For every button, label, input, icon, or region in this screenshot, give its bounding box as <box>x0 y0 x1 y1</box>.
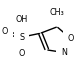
Text: CH₃: CH₃ <box>50 8 65 17</box>
Text: N: N <box>61 48 67 57</box>
Text: O: O <box>67 34 74 43</box>
Text: OH: OH <box>16 15 28 24</box>
Text: S: S <box>19 33 24 42</box>
Text: O: O <box>19 49 25 58</box>
Text: O: O <box>2 28 8 36</box>
